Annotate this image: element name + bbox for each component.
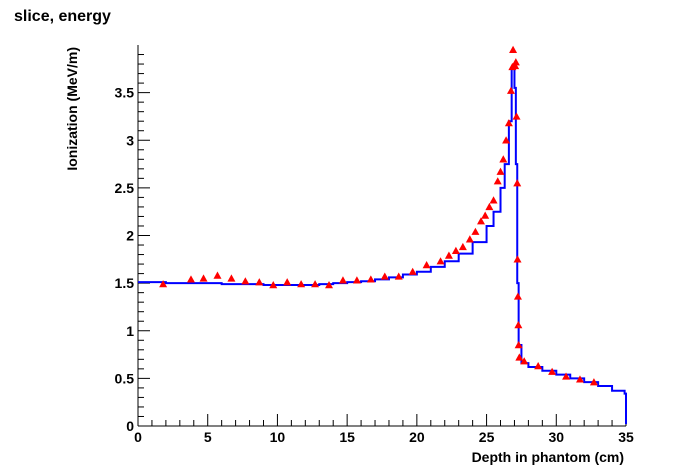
chart-title: slice, energy [14,8,111,25]
data-marker [493,177,502,185]
data-marker [514,321,523,329]
data-marker [159,280,168,288]
x-tick-label: 20 [409,429,425,445]
data-marker [514,341,523,349]
x-tick-label: 30 [548,429,564,445]
y-tick-label: 2.5 [115,180,135,196]
data-marker [513,292,522,300]
plot-area: 0 5 10 15 20 25 30 35 0 0.5 1 1.5 2 2.5 3 3.5 [115,45,634,445]
x-axis-tick-labels: 0 5 10 15 20 25 30 35 [134,429,634,445]
y-tick-label: 3.5 [115,85,135,101]
data-marker [451,246,460,254]
data-marker [408,267,417,275]
data-marker [241,277,250,285]
data-marker [589,378,598,386]
data-marker [511,58,520,66]
data-marker [325,281,334,289]
data-marker [352,276,361,284]
y-axis-ticks [138,54,150,427]
y-tick-label: 2 [126,228,134,244]
data-marker [422,261,431,269]
data-marker [213,271,222,279]
x-tick-label: 15 [339,429,355,445]
data-marker [562,372,571,380]
data-marker [520,357,529,365]
data-marker [269,281,278,289]
data-marker [283,278,292,286]
data-marker [436,257,445,265]
data-marker [394,272,403,280]
data-marker [511,61,520,70]
x-axis-label: Depth in phantom (cm) [472,449,624,465]
data-marker [481,211,490,219]
data-marker [458,242,467,251]
data-marker [489,196,498,204]
data-marker [471,227,480,235]
data-marker [513,255,522,263]
y-tick-label: 3 [126,132,134,148]
x-tick-label: 10 [270,429,286,445]
y-axis-label: Ionization (MeV/m) [64,47,80,171]
data-marker [380,272,389,280]
data-marker [186,275,195,283]
data-marker [575,375,584,383]
y-axis-tick-labels: 0 0.5 1 1.5 2 2.5 3 3.5 [115,85,135,434]
y-tick-label: 1.5 [115,275,135,291]
data-marker [502,136,511,144]
series-curve [138,67,627,425]
data-marker [476,217,485,225]
data-marker [485,202,494,211]
x-tick-label: 5 [204,429,212,445]
data-marker [506,86,515,94]
data-marker [534,361,543,370]
data-marker [297,280,306,288]
x-tick-label: 25 [479,429,495,445]
data-marker [512,112,521,120]
data-marker [504,119,513,127]
data-marker [255,278,264,286]
x-tick-label: 0 [134,429,142,445]
data-marker [366,275,375,283]
data-marker [338,276,347,284]
data-marker [513,179,522,187]
data-marker [509,45,518,53]
x-tick-label: 35 [618,429,634,445]
y-tick-label: 0.5 [115,370,135,386]
data-marker [311,280,320,288]
data-marker [199,274,208,282]
data-marker [499,155,508,163]
data-marker [515,353,524,361]
series-markers [159,45,598,386]
y-tick-label: 1 [126,323,134,339]
y-tick-label: 0 [126,418,134,434]
data-marker [548,367,557,375]
data-marker [496,167,505,175]
data-marker [444,251,453,259]
data-marker [227,274,236,282]
data-marker [465,235,474,243]
